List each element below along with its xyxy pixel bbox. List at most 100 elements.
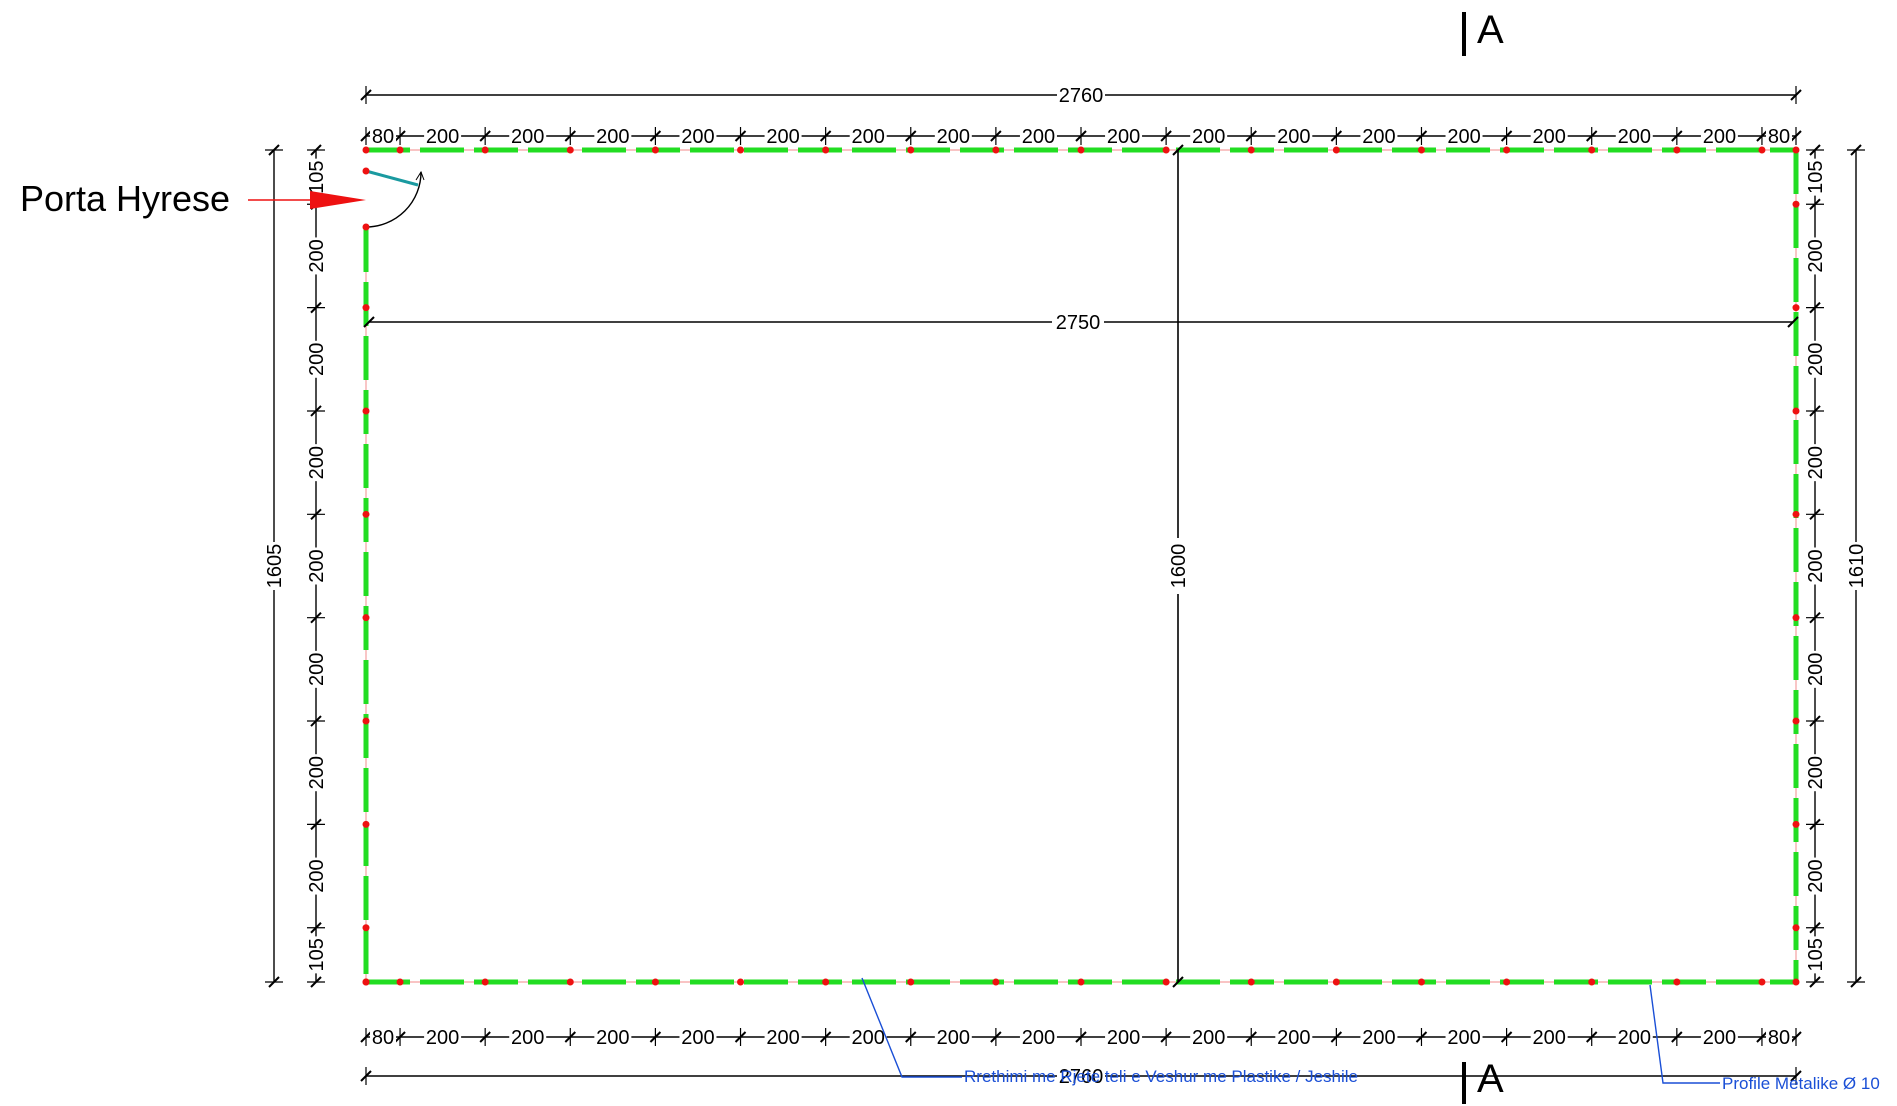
seg-top-label-3-bg [594,125,632,147]
post-bottom-4 [651,978,659,986]
right_total-start-tick [1850,144,1862,156]
seg-top-label-15: 200 [1618,126,1651,148]
vseg-left-label-5: 200 [306,653,328,686]
post-bottom-14 [1503,978,1511,986]
seg-top-label-14: 200 [1532,126,1565,148]
seg-bottom-label-17-bg [1765,1026,1792,1048]
post-bottom-1 [396,978,404,986]
post-top-0 [362,146,370,154]
post-left-3 [362,407,370,415]
seg-top-label-5: 200 [766,126,799,148]
entrance-arrow [248,191,366,209]
post-top-5 [737,146,745,154]
seg-top-tick-8-tick [990,130,1002,142]
seg-bottom-label-8: 200 [1022,1027,1055,1049]
seg-bottom-tick-17-tick [1756,1031,1768,1043]
seg-top-label-11: 200 [1277,126,1310,148]
vseg-right-tick-1-tick [1809,198,1821,210]
vseg-left-label-0: 105 [306,160,328,193]
post-bottom-8 [992,978,1000,986]
seg-bottom-label-3-bg [594,1026,632,1048]
vseg-right-label-7: 200 [1805,859,1827,892]
vseg-left-tick-3-tick [310,405,322,417]
post-bottom-10 [1162,978,1170,986]
post-top-7 [907,146,915,154]
post-top-3 [566,146,574,154]
seg-bottom-tick-7-tick [905,1031,917,1043]
seg-top-label-3: 200 [596,126,629,148]
post-bottom-end [1792,978,1800,986]
seg-bottom-tick-0-tick [360,1031,372,1043]
overall_top-label-bg [1057,84,1105,106]
seg-bottom-label-13: 200 [1447,1027,1480,1049]
overall_top-start-tick [360,89,372,101]
seg-bottom-label-7: 200 [937,1027,970,1049]
seg-bottom-label-5: 200 [766,1027,799,1049]
post-bottom-17 [1758,978,1766,986]
post-right-3 [1792,407,1800,415]
vseg-left-tick-9-tick [310,976,322,988]
seg-top-tick-14-tick [1500,130,1513,142]
seg-bottom-tick-1-tick [394,1031,406,1043]
post-bottom-16 [1673,978,1681,986]
seg-top-label-5-bg [764,125,802,147]
entrance-label: Porta Hyrese [20,178,230,219]
post-top-4 [651,146,659,154]
seg-top-label-17: 80 [1768,126,1790,148]
post-top-15 [1588,146,1596,154]
vseg-left-tick-7-tick [310,818,322,831]
left_total-end-tick [268,976,280,988]
vseg-left-tick-2-tick [310,301,322,314]
seg-top-tick-18-tick [1790,130,1802,142]
seg-bottom-label-1-bg [424,1026,462,1048]
dimension-lines [265,86,1865,1085]
right_total-end-tick [1850,976,1862,988]
left_total-label: 1605 [264,544,286,589]
entrance-gate [362,167,425,231]
post-bottom-15 [1588,978,1596,986]
vseg-right-tick-3-tick [1809,405,1821,417]
seg-top-label-2-bg [509,125,547,147]
vseg-left-label-4-bg [305,547,327,585]
seg-top-label-13: 200 [1447,126,1480,148]
vseg-left-label-7-bg [305,857,327,895]
seg-bottom-tick-4-tick [649,1031,662,1043]
fence-note: Rrethimi me Rjete teli e Veshur me Plast… [861,977,1358,1086]
post-right-1 [1792,200,1800,208]
seg-bottom-tick-9-tick [1075,1031,1087,1043]
seg-bottom-label-3: 200 [596,1027,629,1049]
post-right-8 [1792,924,1800,932]
seg-top-tick-12-tick [1330,130,1343,142]
seg-top-label-7-bg [934,125,972,147]
vseg-right-tick-8-tick [1809,922,1821,934]
seg-bottom-label-1: 200 [426,1027,459,1049]
seg-top-tick-1-tick [394,130,406,142]
seg-bottom-label-8-bg [1019,1026,1057,1048]
fence-outline [363,147,1799,985]
vseg-left-label-4: 200 [306,549,328,582]
post-left-5 [362,614,370,622]
seg-bottom-tick-14-tick [1500,1031,1513,1043]
overall_bottom-label: 2760 [1059,1066,1104,1088]
seg-bottom-tick-3-tick [564,1031,576,1043]
post-bottom-5 [737,978,745,986]
vseg-right-label-5: 200 [1805,653,1827,686]
post-top-1 [396,146,404,154]
vseg-left-label-8-bg [305,936,327,974]
post-bottom-2 [481,978,489,986]
overall_top-label: 2760 [1059,85,1104,107]
seg-bottom-tick-13-tick [1415,1031,1428,1043]
seg-top-tick-7-tick [905,130,917,142]
seg-bottom-tick-6-tick [819,1031,832,1043]
post-left-8 [362,924,370,932]
seg-bottom-tick-16-tick [1671,1031,1683,1043]
seg-top-label-0: 80 [372,126,394,148]
post-note: Profile Metalike Ø 10 [1649,984,1880,1093]
seg-bottom-label-7-bg [934,1026,972,1048]
post-right-6 [1792,717,1800,725]
vseg-right-label-0: 105 [1805,160,1827,193]
seg-bottom-label-16-bg [1700,1026,1738,1048]
left_total-start-tick [268,144,280,156]
vseg-left-label-5-bg [305,650,327,688]
